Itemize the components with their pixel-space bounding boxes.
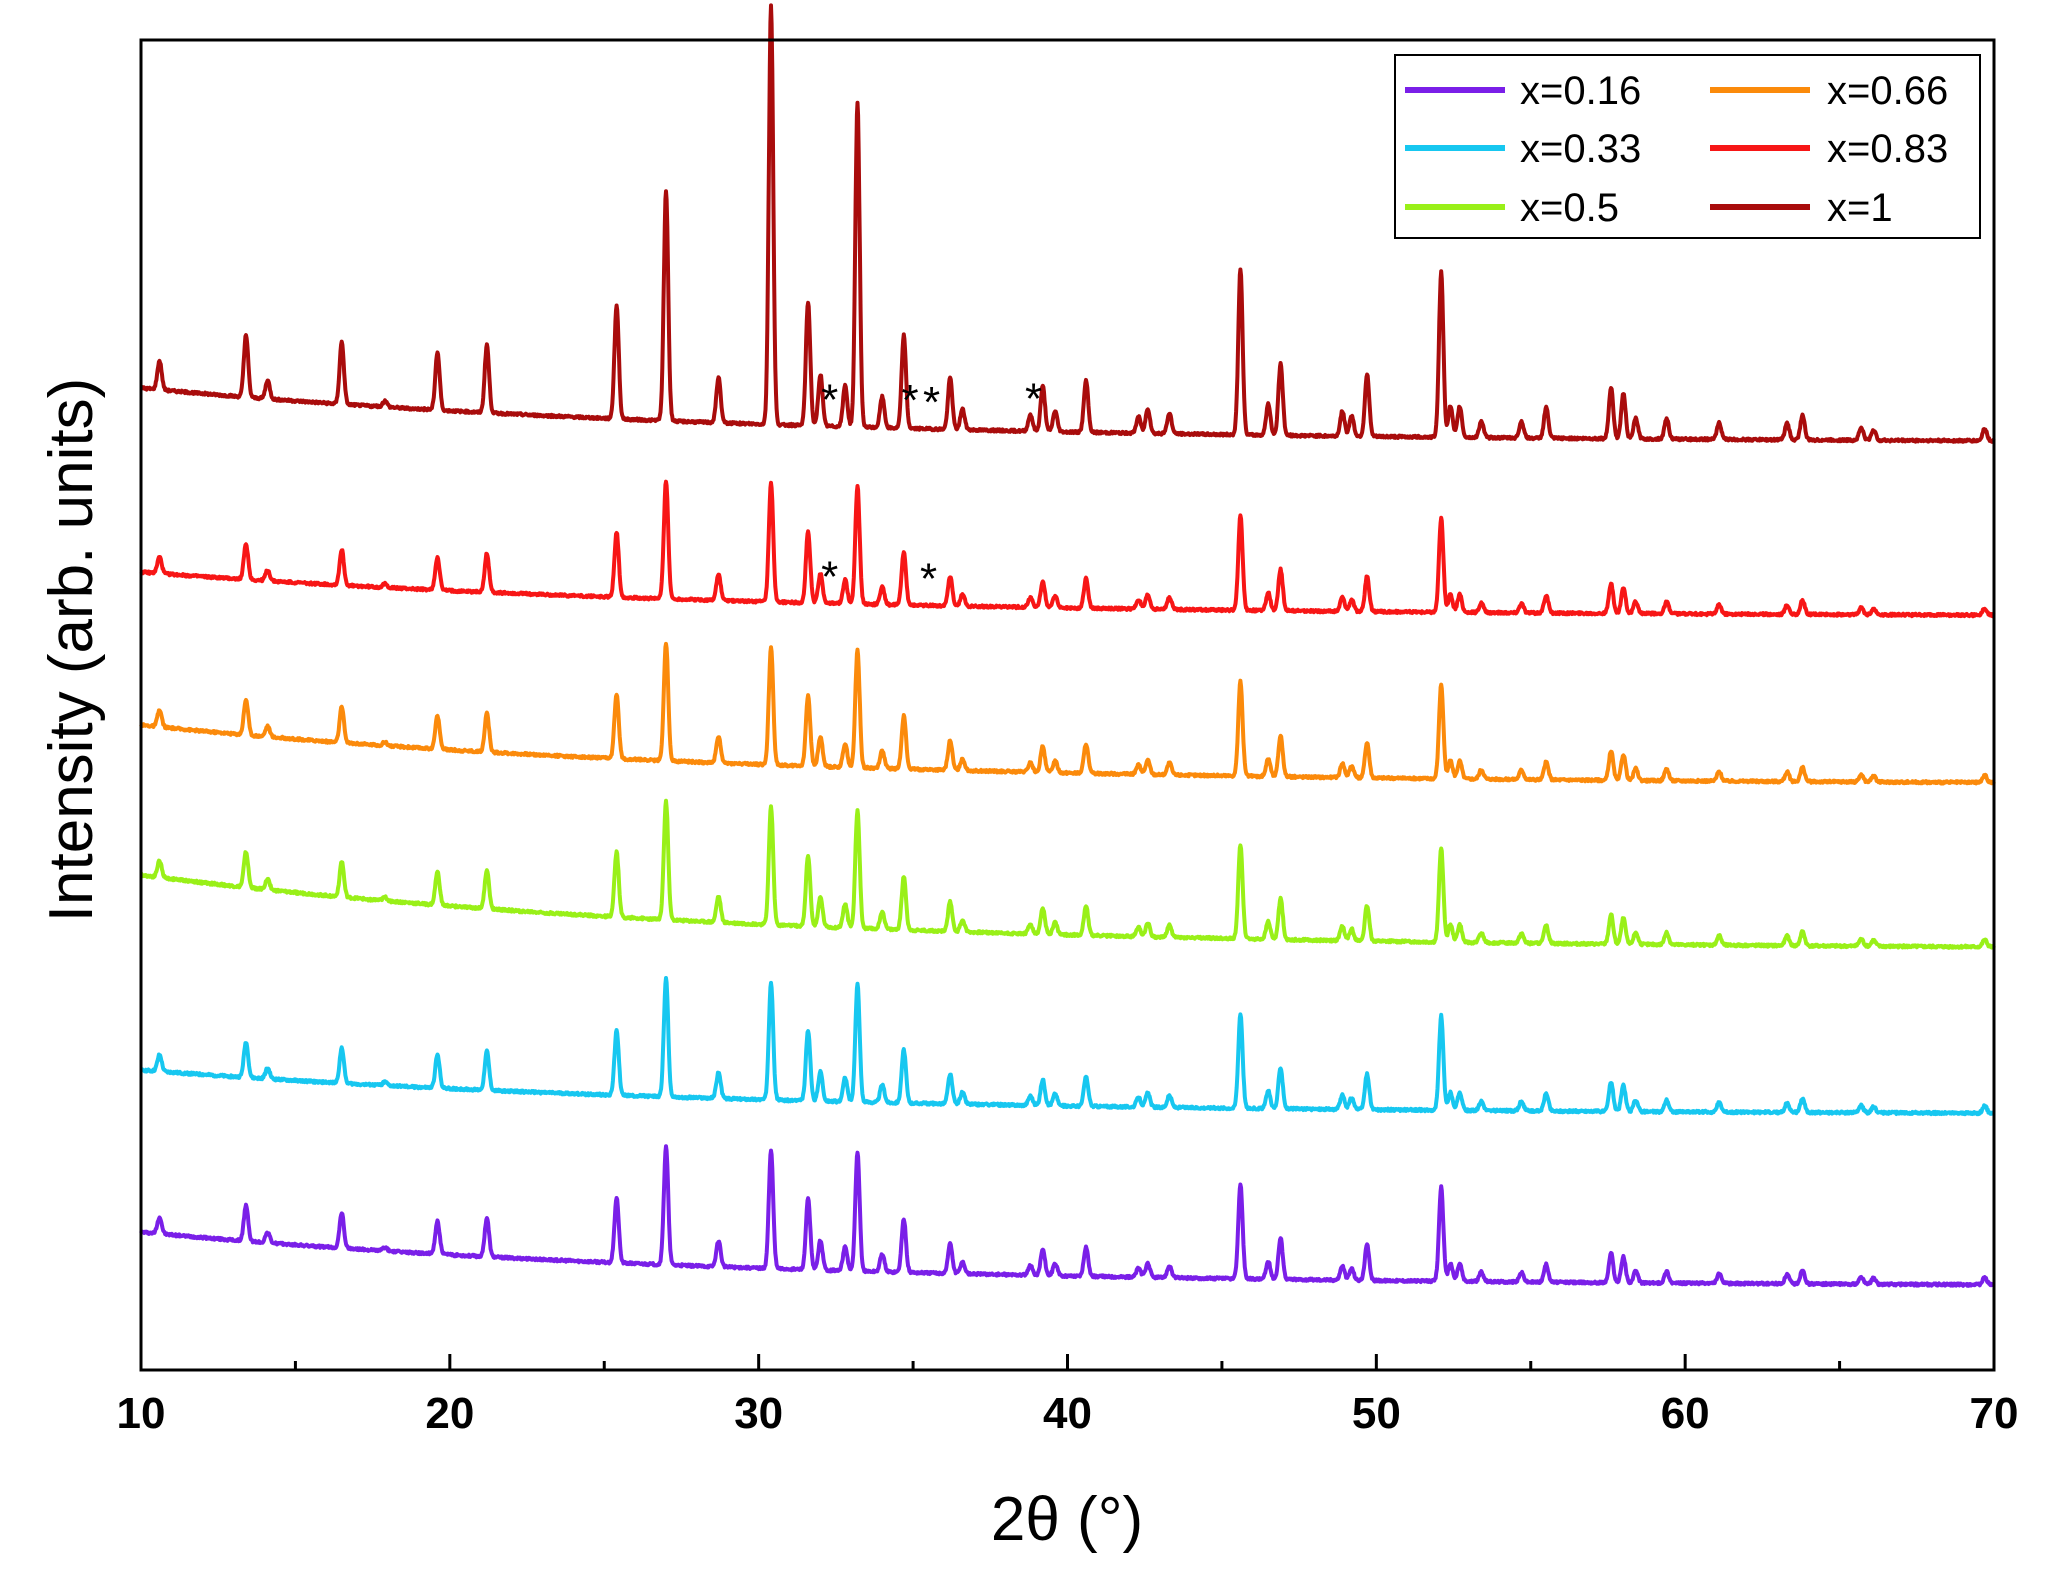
- x-tick-label-0: 10: [117, 1389, 166, 1438]
- series-line-3: [139, 641, 1996, 786]
- series-line-1: [139, 976, 1996, 1117]
- x-tick-label-4: 50: [1352, 1389, 1401, 1438]
- peak-annotation-5: *: [920, 555, 937, 604]
- peak-annotation-3: *: [1025, 374, 1042, 423]
- legend-label-4: x=0.83: [1827, 127, 1948, 171]
- peak-annotation-0: *: [821, 375, 838, 424]
- annotation-layer: * * * ** *: [821, 374, 1042, 603]
- x-tick-label-2: 30: [734, 1389, 783, 1438]
- x-tick-label-1: 20: [425, 1389, 474, 1438]
- x-axis-title: 2θ (°): [991, 1485, 1143, 1554]
- legend: x=0.16 x=0.33 x=0.5 x=0.66 x=0.83 x=1: [1394, 54, 1981, 239]
- series-line-4: [139, 479, 1996, 619]
- series-line-0: [139, 1144, 1996, 1288]
- peak-annotation-4: *: [821, 552, 838, 601]
- x-tick-label-5: 60: [1661, 1389, 1710, 1438]
- x-tick-label-6: 70: [1970, 1389, 2019, 1438]
- legend-label-0: x=0.16: [1520, 69, 1641, 113]
- x-axis-ticks: 10 20 30 40 50 60 70: [117, 1354, 2019, 1438]
- y-axis-title: Intensity (arb. units): [37, 378, 106, 922]
- legend-label-2: x=0.5: [1520, 186, 1619, 230]
- series-line-5: [139, 3, 1996, 444]
- series-layer: [139, 3, 1996, 1288]
- x-tick-label-3: 40: [1043, 1389, 1092, 1438]
- legend-label-1: x=0.33: [1520, 127, 1641, 171]
- peak-annotation-2: *: [923, 378, 940, 427]
- series-line-2: [139, 798, 1996, 950]
- peak-annotation-1: *: [901, 376, 918, 425]
- legend-label-5: x=1: [1827, 186, 1893, 230]
- legend-label-3: x=0.66: [1827, 69, 1948, 113]
